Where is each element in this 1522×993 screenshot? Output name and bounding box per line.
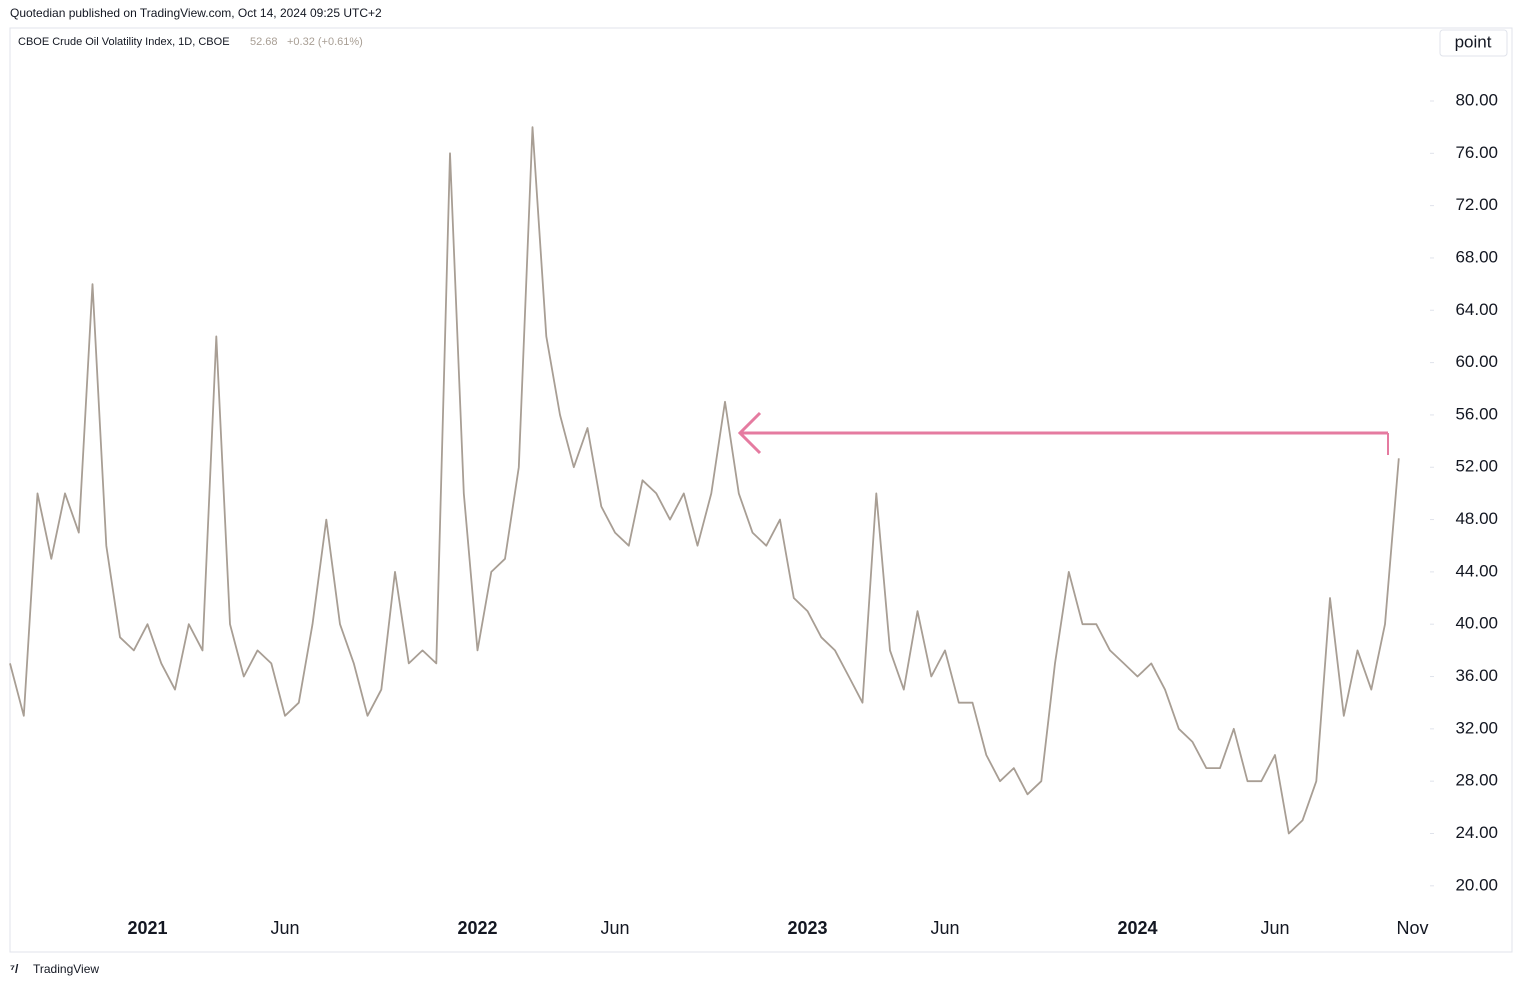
y-tick-label: 76.00 — [1455, 143, 1498, 162]
x-tick-label: Jun — [1260, 918, 1289, 938]
legend-change: +0.32 (+0.61%) — [287, 36, 363, 48]
x-tick-label: Nov — [1396, 918, 1428, 938]
y-tick-label: 52.00 — [1455, 457, 1498, 476]
y-tick-label: 60.00 — [1455, 352, 1498, 371]
y-tick-label: 80.00 — [1455, 90, 1498, 109]
y-tick-label: 56.00 — [1455, 404, 1498, 423]
x-tick-label: Jun — [270, 918, 299, 938]
arrow — [737, 411, 1389, 455]
frame — [9, 27, 1513, 953]
y-tick-label: 44.00 — [1455, 561, 1498, 580]
y-tick-label: 64.00 — [1455, 300, 1498, 319]
y-tick-label: 36.00 — [1455, 666, 1498, 685]
x-tick-label: 2024 — [1117, 918, 1157, 938]
y-tick-label: 32.00 — [1455, 718, 1498, 737]
y-tick-label: 68.00 — [1455, 247, 1498, 266]
x-tick-label: Jun — [600, 918, 629, 938]
x-tick-label: 2022 — [457, 918, 497, 938]
footer-logo: ⁷/ — [10, 962, 19, 976]
series-line — [9, 126, 1400, 835]
legend-name: CBOE Crude Oil Volatility Index, 1D, CBO… — [18, 36, 230, 48]
y-tick-label: 48.00 — [1455, 509, 1498, 528]
y-tick-label: 72.00 — [1455, 195, 1498, 214]
unit-label: point — [1455, 32, 1492, 51]
legend-last: 52.68 — [250, 36, 278, 48]
x-tick-label: 2023 — [787, 918, 827, 938]
footer: TradingView — [33, 962, 99, 976]
y-tick-label: 28.00 — [1455, 771, 1498, 790]
y-tick-label: 20.00 — [1455, 875, 1498, 894]
unit-box[interactable] — [1439, 29, 1508, 57]
y-tick-label: 40.00 — [1455, 614, 1498, 633]
y-tick-label: 24.00 — [1455, 823, 1498, 842]
x-tick-label: 2021 — [127, 918, 167, 938]
header: Quotedian published on TradingView.com, … — [10, 6, 382, 20]
x-tick-label: Jun — [930, 918, 959, 938]
